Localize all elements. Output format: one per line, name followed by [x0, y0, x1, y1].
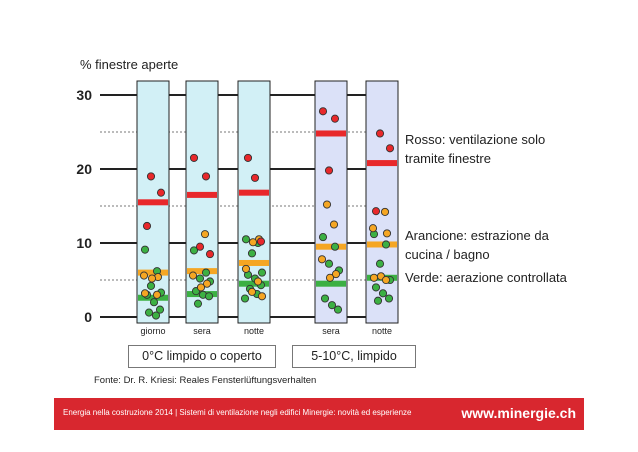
source-note: Fonte: Dr. R. Kriesi: Reales Fensterlüft… [94, 375, 317, 386]
red-data-point [146, 172, 156, 181]
red-data-point [330, 114, 340, 123]
green-level-bar [316, 280, 346, 287]
footer-bar: Energia nella costruzione 2014 | Sistemi… [54, 398, 584, 430]
column-label: sera [193, 326, 211, 336]
green-data-point [195, 274, 205, 283]
green-data-point [201, 268, 211, 277]
y-tick-label: 0 [84, 309, 92, 325]
green-data-point [193, 299, 203, 308]
y-tick-label: 10 [76, 235, 92, 251]
orange-data-point [369, 273, 379, 282]
orange-data-point [147, 274, 157, 283]
green-data-point [373, 296, 383, 305]
green-data-point [384, 294, 394, 303]
orange-data-point [253, 277, 263, 286]
red-level-bar [316, 130, 346, 137]
y-axis-label: % finestre aperte [80, 57, 179, 72]
orange-data-point [331, 270, 341, 279]
orange-data-point [257, 292, 267, 301]
legend-red: Rosso: ventilazione solo tramite finestr… [405, 132, 546, 166]
green-data-point [240, 294, 250, 303]
green-data-point [140, 245, 150, 254]
orange-data-point [202, 279, 212, 288]
green-data-point [378, 289, 388, 298]
red-data-point [250, 173, 260, 182]
green-data-point [333, 305, 343, 314]
green-data-point [204, 292, 214, 301]
orange-data-point [152, 290, 162, 299]
y-tick-label: 30 [76, 87, 92, 103]
red-data-point [195, 242, 205, 251]
green-data-point [324, 259, 334, 268]
red-data-point [256, 237, 266, 246]
footer-text: Energia nella costruzione 2014 | Sistemi… [63, 408, 412, 417]
orange-data-point [248, 238, 258, 247]
orange-data-point [196, 283, 206, 292]
red-data-point [201, 172, 211, 181]
green-data-point [144, 308, 154, 317]
legend-green: Verde: aerazione controllata [405, 270, 567, 285]
green-data-point [371, 283, 381, 292]
green-data-point [146, 281, 156, 290]
red-data-point [142, 221, 152, 231]
column-panel [365, 80, 399, 324]
orange-data-point [188, 271, 198, 280]
red-data-point [385, 144, 395, 153]
red-level-bar [367, 160, 397, 167]
orange-data-point [140, 289, 150, 298]
green-data-point [318, 233, 328, 242]
column-label: sera [322, 326, 340, 336]
green-data-point [241, 235, 251, 244]
green-level-bar [138, 294, 168, 301]
orange-data-point [329, 220, 339, 229]
red-data-point [371, 207, 381, 216]
orange-data-point [368, 224, 378, 233]
green-data-point [149, 298, 159, 307]
orange-data-point [322, 200, 332, 209]
red-level-bar [187, 191, 217, 198]
orange-data-point [200, 230, 210, 239]
red-data-point [318, 107, 328, 116]
column-label: giorno [140, 326, 165, 336]
green-data-point [257, 268, 267, 277]
legend-orange: Arancione: estrazione da cucina / bagno [405, 228, 549, 262]
green-data-point [151, 311, 161, 320]
red-level-bar [138, 199, 168, 206]
orange-data-point [317, 255, 327, 264]
orange-data-point [381, 275, 391, 285]
green-data-point [320, 294, 330, 303]
orange-level-bar [239, 259, 269, 266]
column-label: notte [244, 326, 264, 336]
red-data-point [156, 188, 166, 197]
orange-data-point [241, 264, 251, 273]
green-data-point [155, 305, 165, 314]
green-data-point [189, 246, 199, 255]
column-label: notte [372, 326, 392, 336]
orange-data-point [382, 229, 392, 238]
footer-url: www.minergie.ch [461, 405, 576, 421]
green-data-point [381, 240, 391, 249]
orange-data-point [139, 271, 149, 280]
red-data-point [205, 250, 215, 259]
red-data-point [243, 153, 253, 162]
red-data-point [375, 129, 385, 138]
orange-data-point [325, 273, 335, 282]
condition-mild-label: 5-10°C, limpido [292, 345, 416, 368]
green-data-point [247, 249, 257, 258]
red-level-bar [239, 189, 269, 196]
green-data-point [375, 259, 385, 268]
orange-level-bar [138, 269, 168, 276]
condition-cold-label: 0°C limpido o coperto [128, 345, 276, 368]
orange-data-point [380, 207, 390, 216]
green-data-point [330, 242, 340, 251]
y-tick-label: 20 [76, 161, 92, 177]
orange-data-point [247, 287, 257, 296]
orange-level-bar [187, 268, 217, 275]
red-data-point [324, 166, 334, 175]
red-data-point [189, 153, 199, 162]
green-data-point [327, 301, 337, 310]
green-level-bar [239, 280, 269, 287]
